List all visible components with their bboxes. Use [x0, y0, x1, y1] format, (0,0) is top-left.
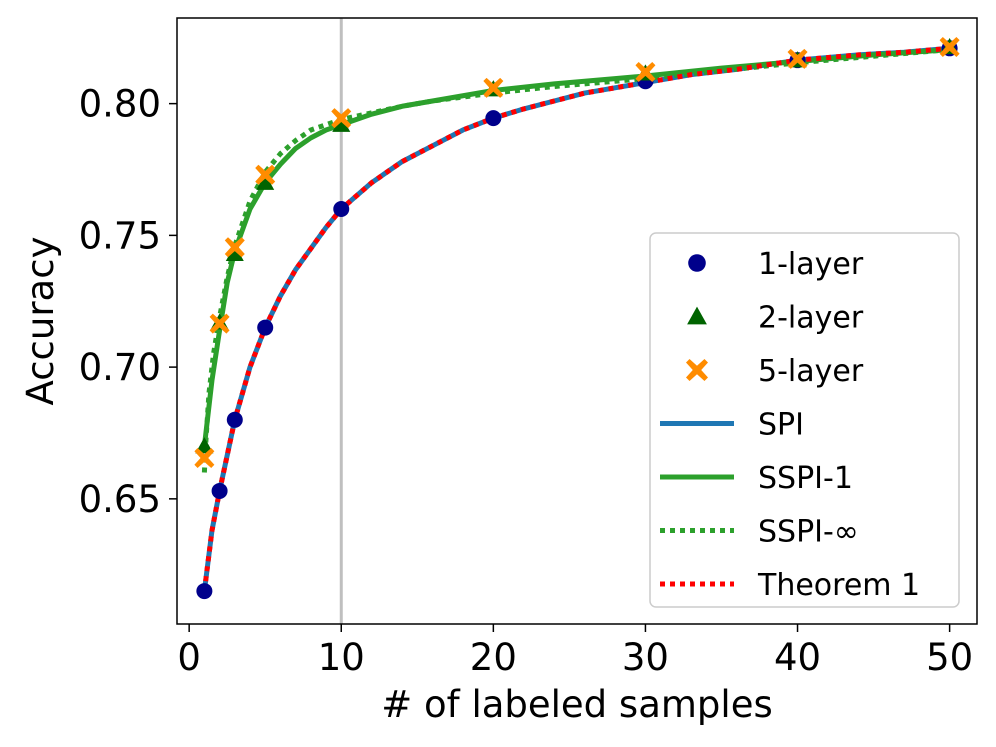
marker-5-layer-point	[255, 164, 276, 185]
x-tick-label: 20	[470, 636, 517, 679]
x-axis-label: # of labeled samples	[381, 683, 772, 726]
legend-label-5-layer: 5-layer	[758, 354, 864, 389]
legend-label-1-layer: 1-layer	[758, 247, 864, 282]
marker-1-layer-point	[257, 319, 274, 336]
marker-5-layer-point	[209, 313, 230, 334]
y-tick-label: 0.70	[79, 346, 161, 389]
marker-1-layer-point	[485, 110, 502, 127]
legend-label-theorem-1: Theorem 1	[757, 568, 920, 603]
legend-label-spi: SPI	[758, 408, 804, 443]
marker-1-layer-point	[196, 583, 213, 600]
marker-1-layer-point	[226, 411, 243, 428]
marker-2-layer-point	[195, 437, 214, 454]
legend-label-sspi-1: SSPI-1	[758, 461, 853, 496]
legend-label-2-layer: 2-layer	[758, 301, 864, 336]
x-tick-label: 10	[318, 636, 365, 679]
marker-5-layer-point	[483, 77, 504, 98]
legend-frame	[649, 232, 960, 608]
x-tick-label: 40	[774, 636, 821, 679]
legend-marker-1-layer	[688, 254, 706, 272]
y-tick-label: 0.75	[79, 214, 161, 257]
series-line-theorem-1	[201, 45, 950, 592]
legend: 1-layer 2-layer 5-layer SPI SSPI-1 SSPI-∞ Theo…	[649, 232, 960, 608]
marker-2-layer-point	[332, 115, 351, 132]
plot-frame	[176, 17, 978, 625]
y-axis-label: Accuracy	[19, 237, 62, 406]
x-tick-label: 0	[177, 636, 201, 679]
legend-label-sspi-: SSPI-∞	[758, 515, 859, 550]
x-tick-label: 30	[622, 636, 669, 679]
legend-marker-5-layer	[686, 359, 708, 381]
marker-5-layer-point	[224, 237, 245, 258]
marker-5-layer-point	[635, 62, 656, 83]
legend-marker-2-layer	[687, 306, 707, 325]
series-line-sspi-	[201, 47, 950, 473]
marker-1-layer-point	[211, 482, 228, 499]
marker-2-layer-point	[256, 173, 275, 190]
x-tick-label: 50	[926, 636, 973, 679]
marker-5-layer-point	[331, 108, 352, 129]
marker-5-layer-point	[787, 48, 808, 69]
y-tick-label: 0.80	[79, 83, 161, 126]
marker-5-layer-point	[939, 36, 960, 57]
marker-2-layer-point	[225, 244, 244, 262]
marker-1-layer-point	[333, 201, 350, 218]
y-tick-label: 0.65	[79, 478, 161, 521]
marker-5-layer-point	[194, 448, 215, 469]
